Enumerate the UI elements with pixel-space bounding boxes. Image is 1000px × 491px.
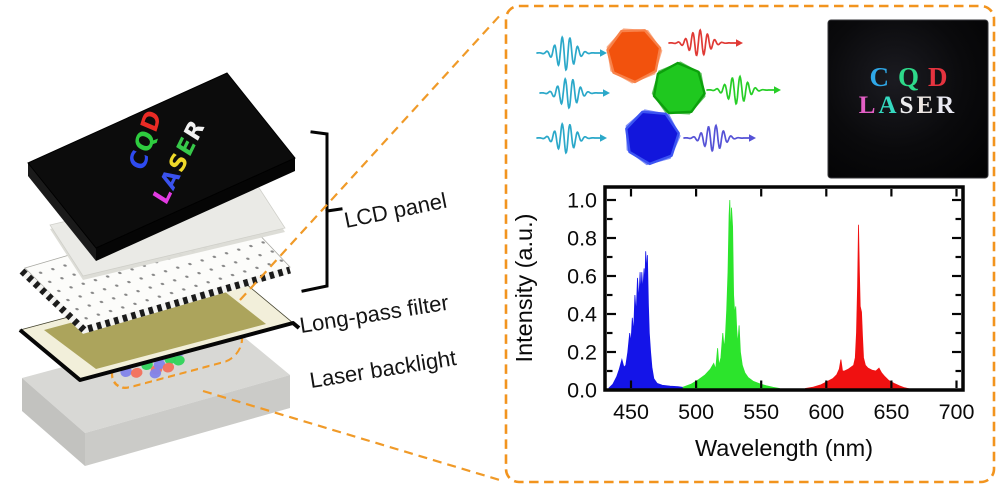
red-emission-wave	[668, 28, 743, 57]
y-tick-label: 0.6	[567, 265, 597, 289]
x-tick-label: 500	[678, 400, 714, 424]
blue-emission-wave	[683, 123, 756, 153]
x-tick-label: 600	[808, 400, 844, 424]
quantum-dot-icons	[606, 28, 706, 166]
orange-quantum-dot	[606, 28, 663, 84]
photo-text-cqd: CQD	[869, 62, 956, 92]
y-axis-label: Intensity (a.u.)	[511, 214, 537, 363]
lcd-panel-bracket	[301, 130, 343, 293]
laser-spot	[149, 368, 162, 379]
pump-wave-1	[536, 35, 607, 72]
magnifier-line-bottom	[202, 389, 504, 483]
green-laser-spectrum	[682, 199, 780, 391]
y-tick-label: 0.8	[567, 227, 597, 251]
display-photo: CQD LASER	[827, 19, 989, 179]
spectrum-chart: 450 500 550 600 650 700 0.0 0.2 0.4 0.6 0.8 1.0 Wav…	[511, 185, 974, 461]
blue-quantum-dot	[625, 109, 681, 166]
label-lcd-panel: LCD panel	[342, 188, 449, 233]
x-tick-label: 650	[873, 400, 909, 424]
y-tick-label: 0.4	[567, 303, 597, 327]
red-laser-spectrum	[805, 224, 910, 391]
pump-wave-2	[539, 77, 610, 110]
wave-icons	[536, 28, 781, 155]
x-tick-label: 550	[743, 400, 779, 424]
photo-text-laser: LASER	[859, 92, 957, 119]
x-tick-label: 450	[613, 400, 649, 424]
blue-laser-spectrum	[608, 251, 687, 391]
x-tick-label: 700	[939, 400, 975, 424]
long-pass-filter-layer	[18, 272, 301, 382]
green-emission-wave	[706, 74, 781, 106]
y-tick-label: 1.0	[567, 189, 597, 213]
chart-series	[608, 199, 910, 391]
label-long-pass-filter: Long-pass filter	[298, 290, 450, 338]
laser-spot	[153, 359, 166, 370]
device-stack: CQD LASER LCD panel Long-pass filter Las…	[18, 72, 458, 466]
lcd-panel-layer: CQD LASER	[27, 72, 296, 261]
pump-wave-3	[536, 122, 607, 155]
laser-spot	[173, 355, 185, 366]
chart-tick-labels: 450 500 550 600 650 700 0.0 0.2 0.4 0.6 0.8 1.0	[567, 189, 974, 425]
x-axis-label: Wavelength (nm)	[695, 435, 873, 461]
laser-spot	[162, 362, 175, 373]
inset-dashed-border	[504, 4, 996, 484]
chart-ticks	[607, 189, 961, 388]
magnifier-line-top	[239, 11, 504, 301]
y-tick-label: 0.2	[567, 341, 597, 365]
label-laser-backlight: Laser backlight	[308, 345, 458, 393]
y-tick-label: 0.0	[567, 379, 597, 403]
chart-plot-border	[603, 185, 965, 392]
photo-frame	[827, 19, 989, 179]
green-quantum-dot	[651, 61, 706, 115]
laser-spot	[130, 367, 143, 378]
